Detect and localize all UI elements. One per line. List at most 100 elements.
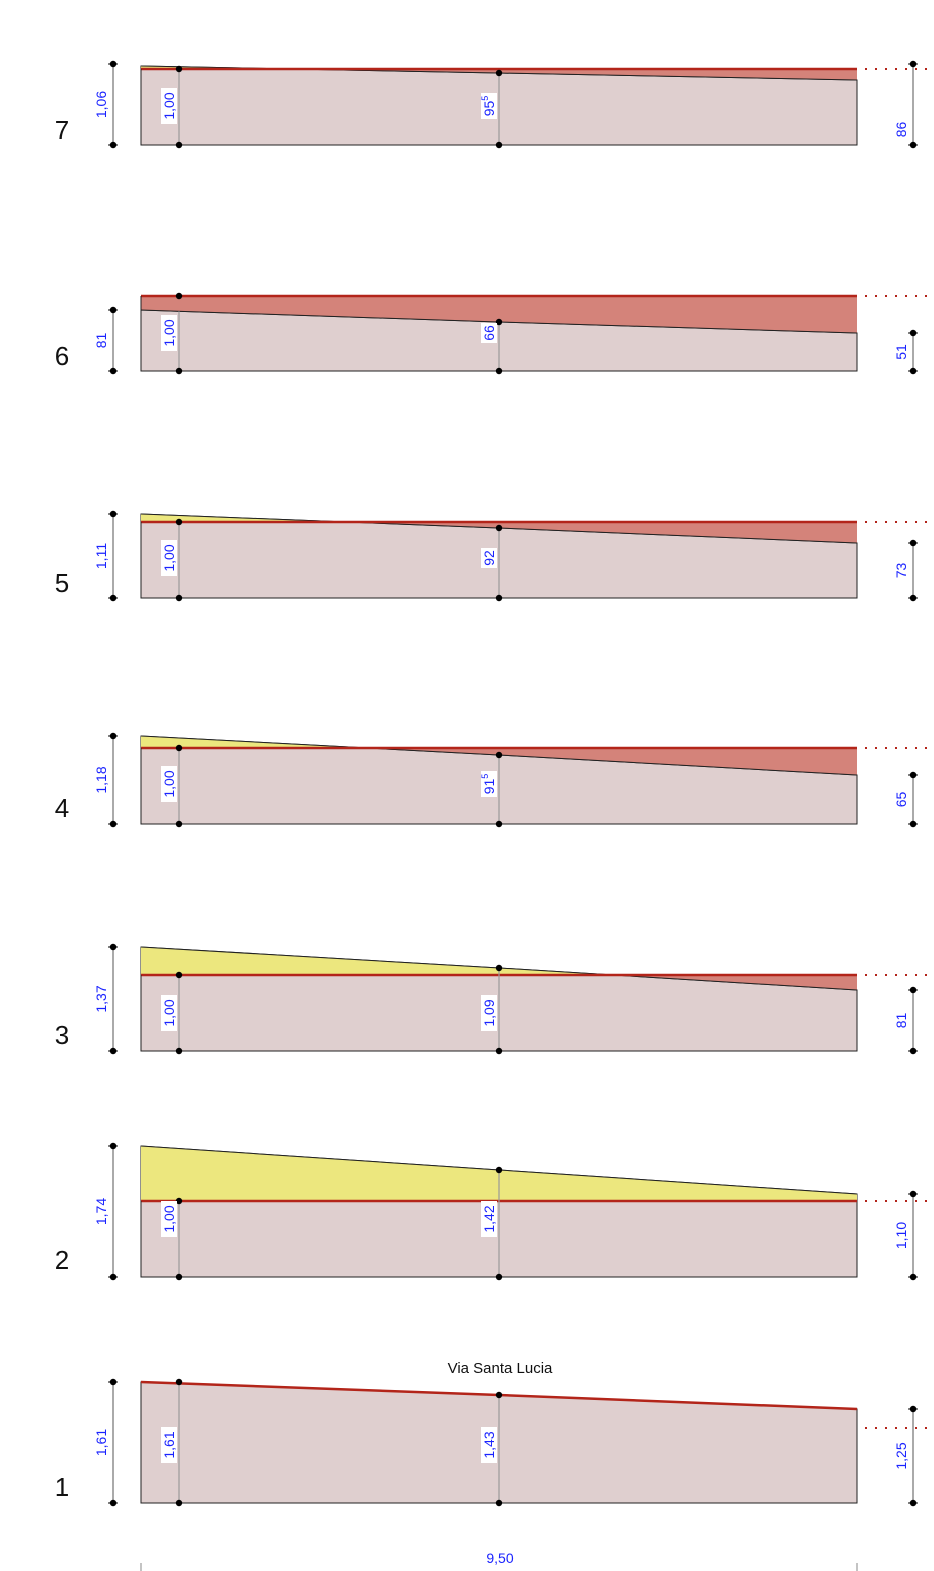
section-1-inner-height: 1,61 [161, 1431, 177, 1458]
section-6-left-height-group: 81 [93, 333, 109, 349]
section-2-mid-height: 1,42 [481, 1205, 497, 1232]
street-label: Via Santa Lucia [448, 1360, 553, 1377]
section-1-right-height-group: 1,25 [893, 1442, 909, 1469]
section-7-right-height: 86 [893, 122, 909, 138]
section-3-right-height-group: 81 [893, 1013, 909, 1029]
section-5-left-height: 1,11 [93, 543, 109, 569]
section-3-inner-height: 1,00 [161, 999, 177, 1026]
section-1: 1 1,61 1,61 1,43 1,25 [55, 1378, 934, 1507]
section-6-mid-height-bg [481, 323, 497, 343]
section-4-inner-height-group: 1,00 [161, 766, 177, 802]
section-5-inner-bottom-dot [175, 594, 183, 602]
section-2-inner-height-bg [161, 1201, 177, 1237]
section-7-inner-bottom-dot [175, 141, 183, 149]
section-7-mid-top-dot [495, 69, 503, 77]
section-4-mid-bottom-dot [495, 820, 503, 828]
section-2-inner-top-dot [175, 1197, 183, 1205]
section-6-inner-height-group: 1,00 [161, 315, 177, 351]
section-4-inner-height-bg [161, 766, 177, 802]
section-6-mid-height: 66 [481, 325, 497, 341]
section-3-inner-height-bg [161, 995, 177, 1031]
total-length-dimension: 9,50 [140, 1550, 858, 1571]
section-3-right-height: 81 [893, 1013, 909, 1029]
section-3-mid-height-group: 1,09 [481, 995, 497, 1031]
section-5-mid-height: 92 [481, 550, 497, 566]
section-1-mid-height-group: 1,43 [481, 1427, 497, 1463]
section-4-number: 4 [55, 793, 69, 823]
section-2-mid-bottom-dot [495, 1273, 503, 1281]
section-4-mid-height-bg [481, 771, 497, 797]
total-length-label: 9,50 [486, 1550, 513, 1566]
section-7-left-height-group: 1,06 [93, 91, 109, 118]
section-3-mid-height: 1,09 [481, 999, 497, 1026]
section-6-inner-top-dot [175, 292, 183, 300]
section-5-cut-area [141, 522, 857, 543]
section-6: 6 81 1,00 66 51 [55, 292, 934, 375]
section-7-mid-height-bg [481, 93, 497, 119]
section-2-right-height: 1,10 [893, 1222, 909, 1249]
section-4-mid-height: 915 [480, 774, 497, 795]
section-1-mid-top-dot [495, 1391, 503, 1399]
section-4-left-height-group: 1,18 [93, 766, 109, 793]
section-1-inner-top-dot [175, 1378, 183, 1386]
section-6-mid-bottom-dot [495, 367, 503, 375]
section-1-mid-height-bg [481, 1427, 497, 1463]
section-7-mid-height: 955 [480, 96, 497, 117]
section-2-inner-height: 1,00 [161, 1205, 177, 1232]
section-3: 3 1,37 1,00 1,09 81 [55, 943, 934, 1055]
section-6-right-height-group: 51 [893, 344, 909, 360]
section-7-left-height: 1,06 [93, 91, 109, 118]
section-7-inner-top-dot [175, 65, 183, 73]
section-4: 4 1,18 1,00 915 65 [55, 732, 934, 828]
section-1-inner-height-group: 1,61 [161, 1427, 177, 1463]
section-7-inner-height: 1,00 [161, 92, 177, 119]
section-5-mid-height-group: 92 [481, 548, 497, 568]
section-6-inner-height-bg [161, 315, 177, 351]
section-2: 2 1,74 1,00 1,42 1,10 [55, 1142, 934, 1281]
section-1-inner-bottom-dot [175, 1499, 183, 1507]
section-6-left-height: 81 [93, 333, 109, 349]
section-3-mid-height-bg [481, 995, 497, 1031]
section-5-right-height: 73 [893, 563, 909, 579]
section-2-mid-height-group: 1,42 [481, 1201, 497, 1237]
section-2-right-height-group: 1,10 [893, 1222, 909, 1249]
section-7: 7 1,06 1,00 955 86 [55, 60, 934, 149]
section-2-mid-top-dot [495, 1166, 503, 1174]
section-5-number: 5 [55, 568, 69, 598]
section-5-inner-height: 1,00 [161, 544, 177, 571]
section-6-cut-area [141, 296, 857, 333]
section-5-mid-bottom-dot [495, 594, 503, 602]
section-4-left-height: 1,18 [93, 766, 109, 793]
section-5-inner-top-dot [175, 518, 183, 526]
section-7-right-height-group: 86 [893, 122, 909, 138]
section-1-right-height: 1,25 [893, 1442, 909, 1469]
section-7-cut-area [141, 69, 857, 80]
section-2-left-height: 1,74 [93, 1198, 109, 1225]
section-2-inner-bottom-dot [175, 1273, 183, 1281]
section-3-inner-bottom-dot [175, 1047, 183, 1055]
section-6-inner-height: 1,00 [161, 319, 177, 346]
section-5-mid-height-bg [481, 548, 497, 568]
section-5: 5 1,11 1,00 92 73 [55, 510, 934, 602]
section-2-left-height-group: 1,74 [93, 1198, 109, 1225]
section-5-right-height-group: 73 [893, 563, 909, 579]
section-7-inner-height-bg [161, 88, 177, 124]
section-5-inner-height-group: 1,00 [161, 540, 177, 576]
section-3-left-height: 1,37 [93, 985, 109, 1012]
section-1-mid-bottom-dot [495, 1499, 503, 1507]
section-4-right-height: 65 [893, 792, 909, 808]
section-1-left-height: 1,61 [93, 1429, 109, 1456]
section-6-mid-height-group: 66 [481, 323, 497, 343]
section-7-mid-height-group: 955 [480, 93, 497, 119]
section-1-inner-height-bg [161, 1427, 177, 1463]
section-4-cut-area [141, 748, 857, 775]
section-3-inner-height-group: 1,00 [161, 995, 177, 1031]
section-6-inner-bottom-dot [175, 367, 183, 375]
section-3-left-height-group: 1,37 [93, 985, 109, 1012]
section-2-mid-height-bg [481, 1201, 497, 1237]
section-4-inner-height: 1,00 [161, 770, 177, 797]
section-2-inner-height-group: 1,00 [161, 1201, 177, 1237]
section-3-inner-top-dot [175, 971, 183, 979]
section-5-inner-height-bg [161, 540, 177, 576]
